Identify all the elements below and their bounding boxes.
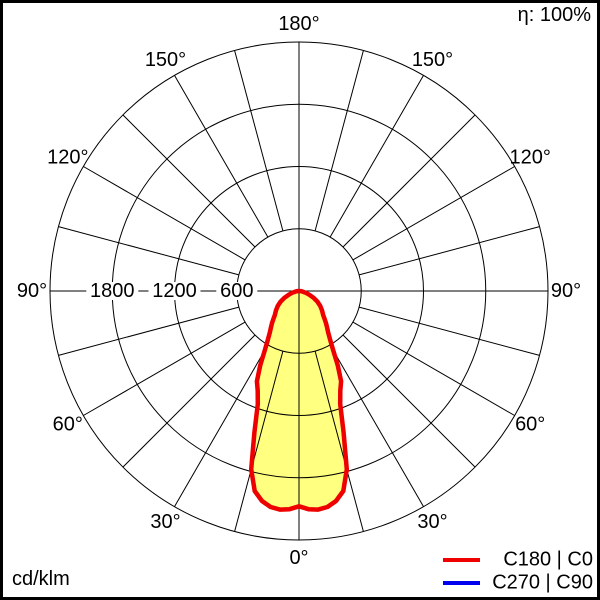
grid-spoke — [329, 344, 424, 507]
grid-spoke — [83, 321, 246, 416]
grid-spoke — [329, 75, 424, 238]
angle-label: 30° — [150, 511, 180, 533]
grid-spoke — [314, 350, 364, 532]
grid-spoke — [352, 321, 515, 416]
grid-spoke — [234, 50, 284, 232]
grid-spoke — [58, 226, 240, 276]
grid-spoke — [122, 334, 256, 468]
grid-spoke — [342, 114, 476, 248]
angle-label: 150° — [145, 49, 186, 71]
grid-spoke — [358, 306, 540, 356]
grid-spoke — [58, 306, 240, 356]
unit-label: cd/klm — [12, 568, 70, 590]
angle-label: 60° — [53, 414, 83, 436]
legend-line-blue-icon — [443, 580, 480, 585]
angle-label: 30° — [417, 511, 447, 533]
angle-label: 90° — [551, 280, 581, 302]
grid-spoke — [234, 350, 284, 532]
efficiency-label: η: 100% — [517, 4, 591, 26]
angle-label: 150° — [412, 49, 453, 71]
legend-line-red-icon — [443, 557, 480, 562]
angle-label: 60° — [515, 414, 545, 436]
radial-tick-bg — [216, 282, 258, 300]
angle-label: 120° — [510, 147, 551, 169]
legend-item-c180-c0: C180 | C0 — [443, 548, 593, 571]
beam-curve — [248, 288, 350, 512]
grid-spoke — [314, 50, 364, 232]
radial-tick-label: 1800 — [90, 280, 135, 302]
grid-spoke — [83, 166, 246, 261]
angle-label: 90° — [17, 280, 47, 302]
angle-label: 120° — [47, 147, 88, 169]
radial-tick-bg — [148, 282, 201, 300]
legend-label-c270-c90: C270 | C90 — [492, 571, 593, 593]
angle-label: 180° — [278, 13, 319, 35]
radial-tick-label: 600 — [220, 280, 253, 302]
angle-label: 0° — [289, 547, 308, 569]
grid-spoke — [358, 226, 540, 276]
grid-spoke — [174, 344, 269, 507]
legend: C180 | C0 C270 | C90 — [443, 548, 593, 594]
grid-spoke — [352, 166, 515, 261]
radial-tick-label: 1200 — [152, 280, 197, 302]
grid-spoke — [342, 334, 476, 468]
legend-label-c180-c0: C180 | C0 — [503, 548, 593, 570]
legend-item-c270-c90: C270 | C90 — [443, 571, 593, 594]
grid-spoke — [174, 75, 269, 238]
radial-tick-bg — [86, 282, 139, 300]
grid-spoke — [122, 114, 256, 248]
